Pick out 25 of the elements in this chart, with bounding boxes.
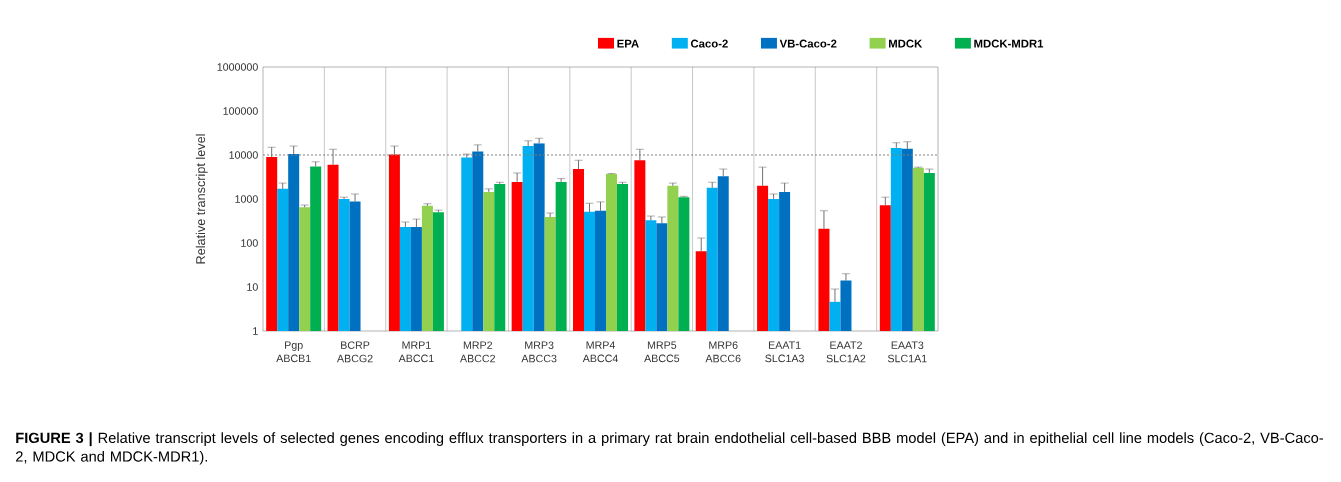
x-tick-label: MRP1 ABCC1 — [398, 341, 434, 363]
legend-label: Caco-2 — [690, 39, 728, 48]
y-axis-title: Relative transcript level — [195, 134, 208, 264]
legend-label: VB-Caco-2 — [779, 39, 837, 48]
x-tick-label: MRP2 ABCC2 — [460, 341, 496, 363]
y-tick-label: 100 — [241, 239, 258, 247]
text: FIGURE 3 | Relative transcript levels of selected genes encoding efflux transporters in a primary rat brain endothelial cell-based BBB model (EPA) and in epithelial cell line models (Caco-2, VB-Caco-2, MDCK and MDCK-MDR1). — [16, 432, 1324, 465]
y-tick-label: 100000 — [223, 107, 258, 115]
y-tick-label: 1000 — [235, 195, 258, 203]
legend-label: MDCK-MDR1 — [974, 39, 1044, 48]
x-tick-label: BCRP ABCG2 — [336, 341, 373, 363]
x-tick-label: EAAT1 SLC1A3 — [765, 341, 804, 363]
y-tick-label: 1000000 — [217, 63, 258, 71]
x-tick-label: MRP4 ABCC4 — [582, 341, 618, 363]
x-tick-label: MRP5 ABCC5 — [644, 341, 680, 363]
legend-label: MDCK — [889, 39, 923, 48]
x-tick-label: MRP6 ABCC6 — [705, 341, 741, 363]
y-tick-label: 10000 — [229, 151, 258, 159]
x-tick-label: EAAT3 SLC1A1 — [887, 341, 927, 363]
y-tick-label: 10 — [247, 283, 258, 291]
x-tick-label: MRP3 ABCC3 — [521, 341, 557, 363]
x-tick-label: EAAT2 SLC1A2 — [826, 341, 866, 363]
y-tick-label: 1 — [253, 327, 258, 335]
legend-label: EPA — [617, 39, 639, 48]
x-tick-label: Pgp ABCB1 — [276, 341, 311, 363]
